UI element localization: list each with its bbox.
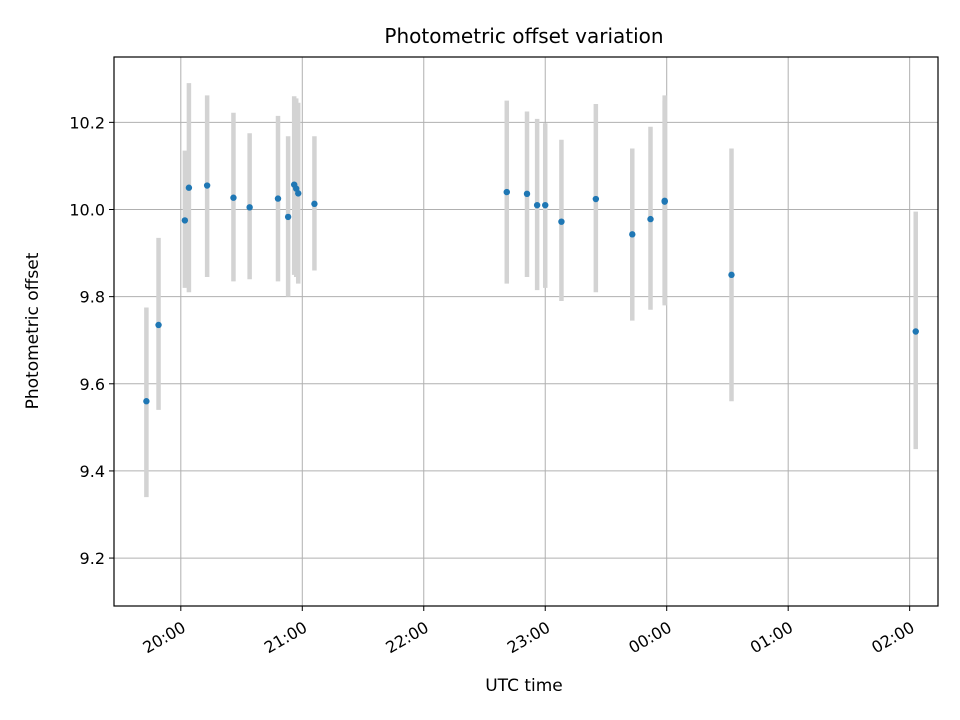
y-tick-label: 10.0 xyxy=(69,201,105,220)
x-axis-label: UTC time xyxy=(485,676,563,696)
data-point xyxy=(912,328,919,335)
data-point xyxy=(558,218,565,225)
plot-frame xyxy=(113,56,939,607)
data-point xyxy=(661,198,668,205)
data-point xyxy=(274,195,282,202)
point-layer xyxy=(143,181,919,405)
data-point xyxy=(246,204,253,211)
data-point xyxy=(293,185,300,192)
data-point xyxy=(230,194,237,201)
data-point xyxy=(533,201,541,209)
data-point xyxy=(647,215,654,223)
y-tick-label: 10.2 xyxy=(69,113,105,132)
data-point xyxy=(503,188,510,196)
data-point xyxy=(295,190,302,197)
chart-title: Photometric offset variation xyxy=(384,24,663,48)
data-point xyxy=(155,321,162,329)
y-tick-label: 9.8 xyxy=(80,288,105,307)
data-point xyxy=(728,271,735,279)
data-point xyxy=(542,201,549,209)
data-point xyxy=(143,398,150,405)
data-point xyxy=(592,195,600,203)
y-tick-label: 9.4 xyxy=(80,462,105,481)
y-tick-label: 9.2 xyxy=(80,549,105,568)
data-point xyxy=(629,231,636,238)
data-point xyxy=(203,182,211,189)
data-point xyxy=(311,200,318,208)
y-axis-label: Photometric offset xyxy=(23,252,43,409)
data-point xyxy=(185,184,193,191)
y-tick-label: 9.6 xyxy=(80,375,105,394)
data-point xyxy=(181,217,189,224)
data-point xyxy=(284,213,292,221)
data-point xyxy=(523,190,531,198)
